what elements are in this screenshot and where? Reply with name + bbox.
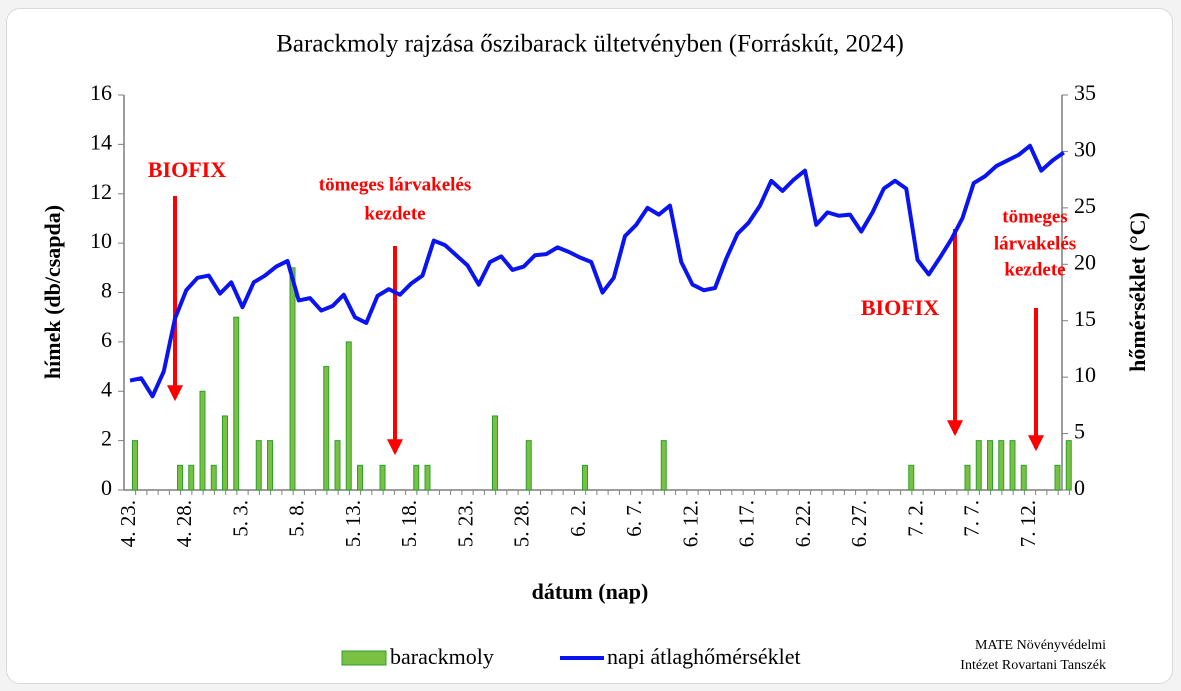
x-tick-label: 5. 8. bbox=[285, 500, 309, 537]
y2-tick-label: 0 bbox=[1074, 475, 1085, 500]
bar bbox=[1054, 464, 1061, 491]
x-axis-title: dátum (nap) bbox=[532, 579, 649, 604]
x-tick-label: 4. 28. bbox=[172, 500, 196, 547]
annotation: lárvakelés bbox=[994, 233, 1076, 254]
bar bbox=[233, 316, 240, 491]
legend-label: barackmoly bbox=[390, 644, 494, 669]
y2-tick-label: 20 bbox=[1074, 249, 1096, 274]
bar bbox=[492, 415, 498, 491]
x-tick-label: 6. 2. bbox=[566, 500, 590, 537]
bar bbox=[582, 464, 588, 491]
x-tick-label: 5. 28. bbox=[510, 500, 534, 547]
bar bbox=[998, 440, 1005, 491]
y-tick-label: 2 bbox=[101, 426, 112, 451]
bar bbox=[255, 440, 262, 491]
bar bbox=[188, 464, 195, 491]
chart-title: Barackmoly rajzása őszibarack ültetvényb… bbox=[276, 31, 904, 58]
bar bbox=[334, 440, 341, 491]
bar bbox=[908, 464, 915, 491]
bar bbox=[199, 390, 206, 491]
x-tick-label: 5. 23. bbox=[453, 500, 477, 547]
x-tick-label: 6. 12. bbox=[678, 500, 702, 547]
bar bbox=[379, 464, 386, 491]
y-tick-label: 14 bbox=[90, 129, 112, 154]
x-tick-label: 7. 12. bbox=[1016, 500, 1040, 547]
annotation: tömeges bbox=[1002, 206, 1067, 227]
bar bbox=[1009, 440, 1016, 491]
credit: MATE Növényvédelmi bbox=[975, 638, 1106, 653]
annotation: tömeges lárvakelés bbox=[319, 174, 471, 195]
bar bbox=[987, 440, 993, 491]
bar bbox=[1020, 464, 1027, 491]
y2-tick-label: 5 bbox=[1074, 419, 1085, 444]
bar bbox=[345, 341, 352, 491]
annotation: BIOFIX bbox=[148, 157, 226, 182]
y2-tick-label: 35 bbox=[1074, 80, 1096, 105]
annotation: kezdete bbox=[364, 203, 425, 224]
bar bbox=[1065, 440, 1072, 491]
y-tick-label: 8 bbox=[101, 278, 112, 303]
y-tick-label: 16 bbox=[90, 80, 112, 105]
credit: Intézet Rovartani Tanszék bbox=[960, 658, 1106, 673]
y2-tick-label: 25 bbox=[1074, 193, 1096, 218]
bar bbox=[525, 440, 532, 491]
bar bbox=[323, 366, 330, 491]
x-tick-label: 6. 22. bbox=[791, 500, 815, 547]
y-axis-title: hímek (db/csapda) bbox=[40, 205, 65, 379]
y2-tick-label: 15 bbox=[1074, 306, 1096, 331]
legend-label: napi átlaghőmérséklet bbox=[607, 644, 801, 669]
x-tick-label: 7. 2. bbox=[903, 500, 927, 537]
bar bbox=[424, 464, 431, 491]
x-tick-label: 6. 7. bbox=[622, 500, 646, 537]
bar bbox=[660, 440, 667, 491]
legend-swatch bbox=[341, 650, 387, 666]
y-tick-label: 12 bbox=[90, 179, 112, 204]
bar bbox=[975, 440, 982, 491]
bar bbox=[177, 464, 183, 491]
y2-tick-label: 30 bbox=[1074, 136, 1096, 161]
x-tick-label: 4. 23. bbox=[116, 500, 140, 547]
bar bbox=[964, 464, 971, 491]
y-tick-label: 0 bbox=[101, 475, 112, 500]
y-tick-label: 6 bbox=[101, 327, 112, 352]
x-tick-label: 5. 13. bbox=[341, 500, 365, 547]
bar bbox=[413, 464, 420, 491]
bar bbox=[289, 267, 296, 491]
temperature-line bbox=[129, 143, 1065, 399]
y-tick-label: 4 bbox=[101, 376, 112, 401]
y2-axis-title: hőmérséklet (°C) bbox=[1125, 212, 1150, 372]
x-tick-label: 5. 3. bbox=[228, 500, 252, 537]
bar bbox=[357, 464, 363, 491]
y2-tick-label: 10 bbox=[1074, 362, 1096, 387]
x-tick-label: 7. 7. bbox=[960, 500, 984, 537]
y-tick-label: 10 bbox=[90, 228, 112, 253]
annotation: BIOFIX bbox=[861, 295, 939, 320]
chart-card bbox=[6, 8, 1173, 684]
bar bbox=[210, 464, 217, 491]
bar bbox=[132, 440, 138, 491]
x-tick-label: 6. 27. bbox=[847, 500, 871, 547]
annotation: kezdete bbox=[1004, 259, 1065, 280]
x-tick-label: 5. 18. bbox=[397, 500, 421, 547]
bar bbox=[222, 415, 228, 491]
x-tick-label: 6. 17. bbox=[735, 500, 759, 547]
bar bbox=[267, 440, 273, 491]
